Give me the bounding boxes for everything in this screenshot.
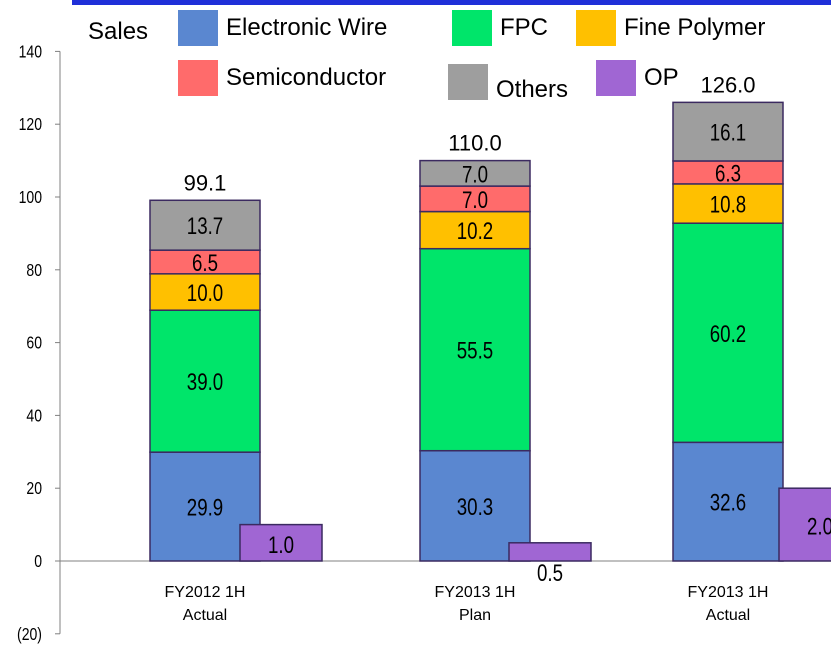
bar-total-label: 110.0 — [448, 131, 501, 156]
y-tick-label: 80 — [26, 260, 42, 280]
bar-segment-label: 10.8 — [710, 191, 746, 218]
y-tick-label: 40 — [26, 406, 42, 426]
bar-segment — [672, 222, 784, 444]
y-tick-label: (20) — [17, 624, 42, 644]
bar-segment-label: 13.7 — [187, 213, 223, 240]
bar-segment-label: 6.3 — [715, 160, 741, 187]
legend-semiconductor: Semiconductor — [178, 60, 386, 96]
legend-label-fpc: FPC — [500, 14, 548, 41]
bar-segment-label: 32.6 — [710, 489, 746, 516]
legend-label-op: OP — [644, 64, 679, 91]
legend-others: Others — [448, 64, 568, 103]
legend-swatch-fine-polymer — [576, 10, 616, 46]
legend-swatch-op — [596, 60, 636, 96]
y-tick-label: 20 — [26, 479, 42, 499]
legend-swatch-fpc — [452, 10, 492, 46]
bar-segment-label: 29.9 — [187, 494, 223, 521]
legend-swatch-semiconductor — [178, 60, 218, 96]
legend-label-semiconductor: Semiconductor — [226, 64, 387, 91]
top-rule — [72, 0, 831, 5]
bar-segment-label: 55.5 — [457, 338, 493, 365]
op-bar-label: 2.0 — [807, 513, 831, 540]
x-tick-label: Actual — [183, 607, 227, 624]
y-tick-label: 60 — [26, 333, 42, 353]
legend-label-electronic-wire: Electronic Wire — [226, 14, 388, 41]
y-tick-label: 140 — [19, 42, 42, 62]
legend-label-others: Others — [496, 76, 569, 103]
bar-segment-label: 10.0 — [187, 280, 223, 307]
x-tick-label: Actual — [706, 607, 750, 624]
x-tick-label: FY2013 1H — [688, 584, 769, 601]
y-tick-label: 120 — [19, 115, 42, 135]
bar-segment-label: 16.1 — [710, 119, 746, 146]
bar-segment-label: 30.3 — [457, 494, 493, 521]
bar-segment — [672, 101, 784, 162]
bar-segment — [419, 159, 531, 187]
legend-electronic-wire: Electronic Wire — [178, 10, 387, 46]
x-tick-label: Plan — [459, 607, 491, 624]
bar-segment-label: 60.2 — [710, 321, 746, 348]
bar-segment-label: 10.2 — [457, 218, 493, 245]
legend-swatch-others — [448, 64, 488, 100]
bar-segment — [419, 247, 531, 452]
op-bar — [239, 523, 323, 562]
legend-fpc: FPC — [452, 10, 548, 46]
op-bar — [778, 487, 831, 562]
legend-fine-polymer: Fine Polymer — [576, 10, 765, 46]
bar-segment-label: 7.0 — [462, 161, 488, 188]
op-bar-label: 1.0 — [268, 532, 294, 559]
legend-title: Sales — [88, 18, 149, 45]
op-bar — [508, 542, 592, 562]
y-tick-label: 0 — [34, 551, 42, 571]
x-tick-label: FY2013 1H — [435, 584, 516, 601]
bar-segment — [149, 309, 261, 453]
bar-total-label: 99.1 — [184, 170, 227, 195]
bar-segment — [149, 199, 261, 251]
legend-op: OP — [596, 60, 679, 96]
x-tick-label: FY2012 1H — [165, 584, 246, 601]
bar-segment — [149, 273, 261, 311]
bar-segment-label: 7.0 — [462, 187, 488, 214]
bar-segment — [672, 183, 784, 224]
bar-segment-label: 6.5 — [192, 250, 218, 277]
bar-total-label: 126.0 — [700, 72, 755, 97]
bar-segment — [672, 441, 784, 562]
y-tick-label: 100 — [19, 187, 42, 207]
op-bar-label: 0.5 — [537, 560, 563, 587]
legend-label-fine-polymer: Fine Polymer — [624, 14, 766, 41]
legend-swatch-electronic-wire — [178, 10, 218, 46]
bar-segment-label: 39.0 — [187, 369, 223, 396]
